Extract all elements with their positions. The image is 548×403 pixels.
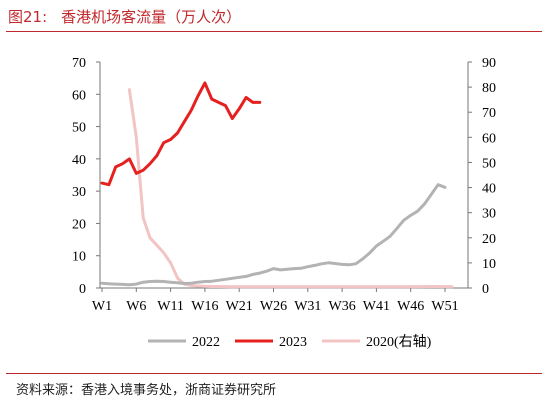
right-tick-label: 90 [482, 56, 496, 71]
right-tick-label: 60 [482, 131, 496, 146]
legend-label: 2020(右轴) [366, 334, 432, 350]
left-tick-label: 30 [72, 185, 86, 200]
chart-legend: 2022 2023 2020(右轴) [148, 334, 432, 350]
x-tick-label: W46 [397, 299, 424, 314]
legend-label: 2022 [192, 335, 220, 350]
figure-title-text: 香港机场客流量（万人次） [61, 8, 242, 26]
legend-label: 2023 [279, 335, 307, 350]
series-line-1 [100, 81, 262, 187]
x-tick-label: W21 [226, 299, 253, 314]
right-tick-label: 80 [482, 81, 496, 96]
left-tick-label: 40 [72, 153, 86, 168]
figure-number: 图21: [8, 8, 48, 26]
x-tick-label: W16 [191, 299, 218, 314]
footer-rule [6, 373, 542, 374]
series-line-0 [100, 183, 447, 287]
left-tick-label: 50 [72, 121, 86, 136]
left-tick-label: 20 [72, 217, 86, 232]
source-note: 资料来源：香港入境事务处，浙商证券研究所 [16, 383, 277, 398]
chart-axes: 0 10 20 30 40 50 60 70 0 10 20 30 40 50 60 70 80 90 W1 W6 W1… [72, 56, 496, 314]
left-tick-label: 0 [79, 282, 86, 297]
left-tick-label: 60 [72, 88, 86, 103]
x-tick-label: W36 [328, 299, 355, 314]
right-tick-label: 40 [482, 182, 496, 197]
left-tick-label: 10 [72, 250, 86, 265]
right-tick-label: 10 [482, 257, 496, 272]
right-tick-label: 30 [482, 207, 496, 222]
title-rule [6, 31, 542, 32]
right-tick-label: 0 [482, 282, 489, 297]
x-tick-label: W51 [431, 299, 458, 314]
series-line-2 [127, 88, 454, 289]
right-tick-label: 50 [482, 156, 496, 171]
x-tick-label: W6 [126, 299, 146, 314]
x-tick-label: W41 [363, 299, 390, 314]
x-tick-label: W1 [92, 299, 112, 314]
right-tick-label: 20 [482, 232, 496, 247]
x-tick-label: W31 [294, 299, 321, 314]
chart-series [100, 81, 454, 289]
x-tick-label: W11 [157, 299, 184, 314]
figure-title: 图21: 香港机场客流量（万人次） [8, 6, 241, 27]
right-tick-label: 70 [482, 106, 496, 121]
x-tick-label: W26 [260, 299, 287, 314]
left-tick-label: 70 [72, 56, 86, 71]
